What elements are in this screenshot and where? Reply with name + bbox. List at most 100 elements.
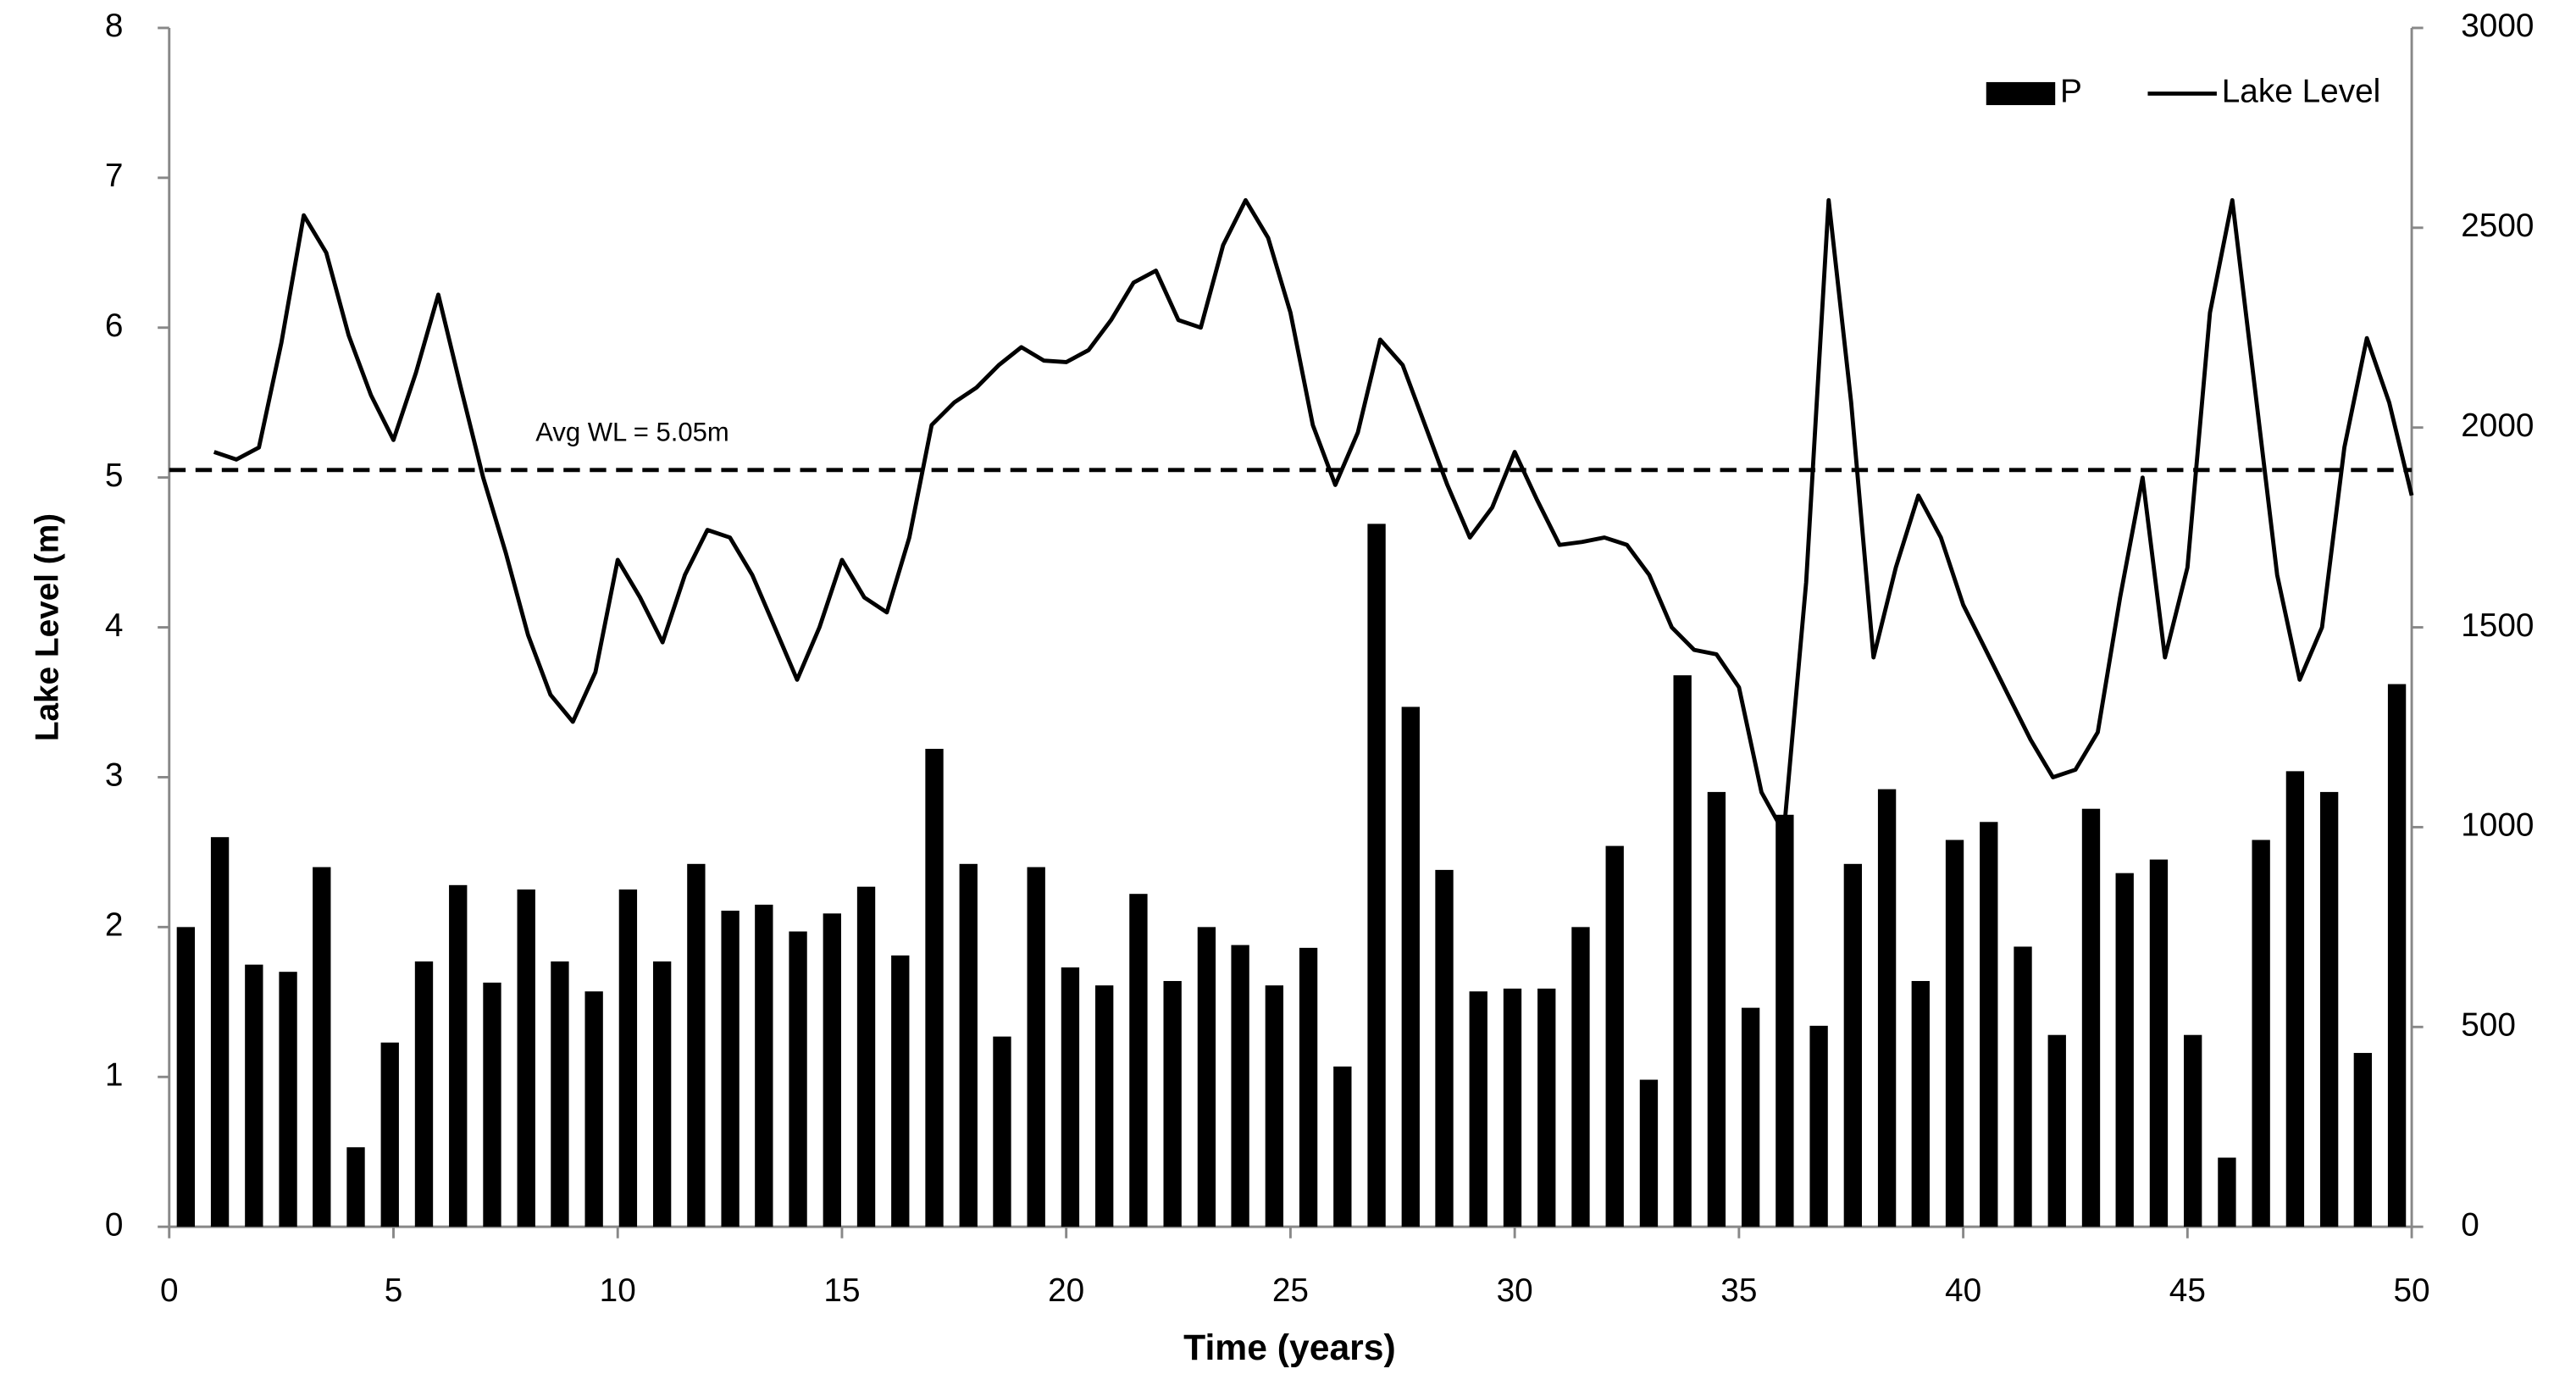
y-tick-label: 0 [105, 1206, 124, 1243]
bar [1741, 1007, 1760, 1228]
bar [1333, 1066, 1352, 1228]
bar [925, 748, 944, 1228]
y2-tick-label: 500 [2461, 1007, 2516, 1044]
y-tick-label: 3 [105, 757, 124, 794]
bar [2218, 1157, 2236, 1228]
bar [1707, 791, 1726, 1228]
x-tick-label: 20 [1048, 1272, 1084, 1309]
bar [891, 955, 910, 1228]
bar [1367, 524, 1386, 1228]
y-tick-label: 2 [105, 907, 124, 944]
bar [483, 982, 501, 1228]
legend-swatch [1986, 81, 2056, 106]
bar [2115, 873, 2134, 1228]
y-tick-label: 5 [105, 457, 124, 494]
bar [380, 1042, 399, 1228]
bar [210, 837, 230, 1228]
bar [959, 863, 978, 1228]
bar [687, 863, 706, 1228]
x-axis-title: Time (years) [1183, 1327, 1396, 1368]
bar [1061, 967, 1080, 1228]
y-axis-title: Lake Level (m) [29, 513, 65, 741]
bar [1877, 789, 1897, 1228]
y2-tick-label: 3000 [2461, 8, 2534, 44]
x-tick-label: 40 [1945, 1272, 1981, 1309]
bar [1843, 863, 1863, 1228]
legend-label: P [2060, 74, 2082, 110]
bar [1265, 985, 1284, 1228]
bar [176, 927, 196, 1228]
bar [1095, 985, 1114, 1228]
bar [652, 961, 672, 1228]
bar [856, 886, 876, 1228]
y-tick-label: 7 [105, 158, 124, 194]
y2-tick-label: 2000 [2461, 407, 2534, 444]
bar [517, 889, 535, 1228]
bar [1673, 675, 1692, 1228]
bar [1163, 981, 1182, 1228]
x-tick-label: 5 [385, 1272, 403, 1309]
bar [721, 911, 740, 1228]
bar [1911, 981, 1930, 1228]
bar [1027, 867, 1045, 1228]
bar [1129, 894, 1148, 1228]
bar [2149, 859, 2169, 1228]
bar [346, 1147, 365, 1228]
bar [2353, 1052, 2373, 1228]
bar [2184, 1034, 2202, 1228]
bar [755, 904, 773, 1228]
bar [618, 889, 638, 1228]
bar [584, 991, 603, 1228]
bar [1469, 991, 1487, 1228]
bar [2014, 946, 2032, 1228]
bar [1571, 927, 1590, 1228]
bar [414, 961, 434, 1228]
x-tick-label: 45 [2169, 1272, 2206, 1309]
x-tick-label: 50 [2393, 1272, 2429, 1309]
bar [1231, 945, 1249, 1228]
y2-tick-label: 0 [2461, 1206, 2479, 1243]
y2-tick-label: 1000 [2461, 807, 2534, 844]
x-tick-label: 0 [160, 1272, 179, 1309]
bar [2047, 1034, 2066, 1228]
bar [245, 964, 263, 1228]
bar [1605, 845, 1624, 1228]
x-tick-label: 25 [1272, 1272, 1309, 1309]
bar [1776, 814, 1794, 1228]
bar [2252, 840, 2270, 1228]
y-tick-label: 4 [105, 607, 124, 644]
bar [1503, 988, 1522, 1228]
bar [789, 931, 807, 1228]
bar [2387, 684, 2407, 1228]
legend-label: Lake Level [2222, 74, 2381, 110]
x-tick-label: 15 [823, 1272, 860, 1309]
bar [449, 884, 468, 1228]
y-tick-label: 8 [105, 8, 124, 44]
x-tick-label: 30 [1497, 1272, 1533, 1309]
bar [1639, 1079, 1659, 1228]
bar [2081, 808, 2101, 1228]
x-tick-label: 35 [1720, 1272, 1757, 1309]
bar [993, 1036, 1011, 1228]
bar [1980, 822, 1998, 1228]
average-label: Avg WL = 5.05m [535, 417, 728, 446]
bar [313, 867, 331, 1228]
y2-tick-label: 1500 [2461, 607, 2534, 644]
bar [551, 961, 569, 1228]
line [213, 197, 2414, 835]
bar [1197, 927, 1216, 1228]
y-tick-label: 6 [105, 308, 124, 344]
bar [2285, 771, 2305, 1228]
bar [1299, 947, 1318, 1228]
bar [823, 913, 841, 1228]
bar [1809, 1025, 1828, 1228]
y2-tick-label: 2500 [2461, 208, 2534, 244]
bar [1945, 840, 1964, 1228]
y-tick-label: 1 [105, 1056, 124, 1093]
bar [2319, 791, 2339, 1228]
x-tick-label: 10 [600, 1272, 636, 1309]
bar [1435, 869, 1454, 1228]
bar [1537, 988, 1556, 1228]
